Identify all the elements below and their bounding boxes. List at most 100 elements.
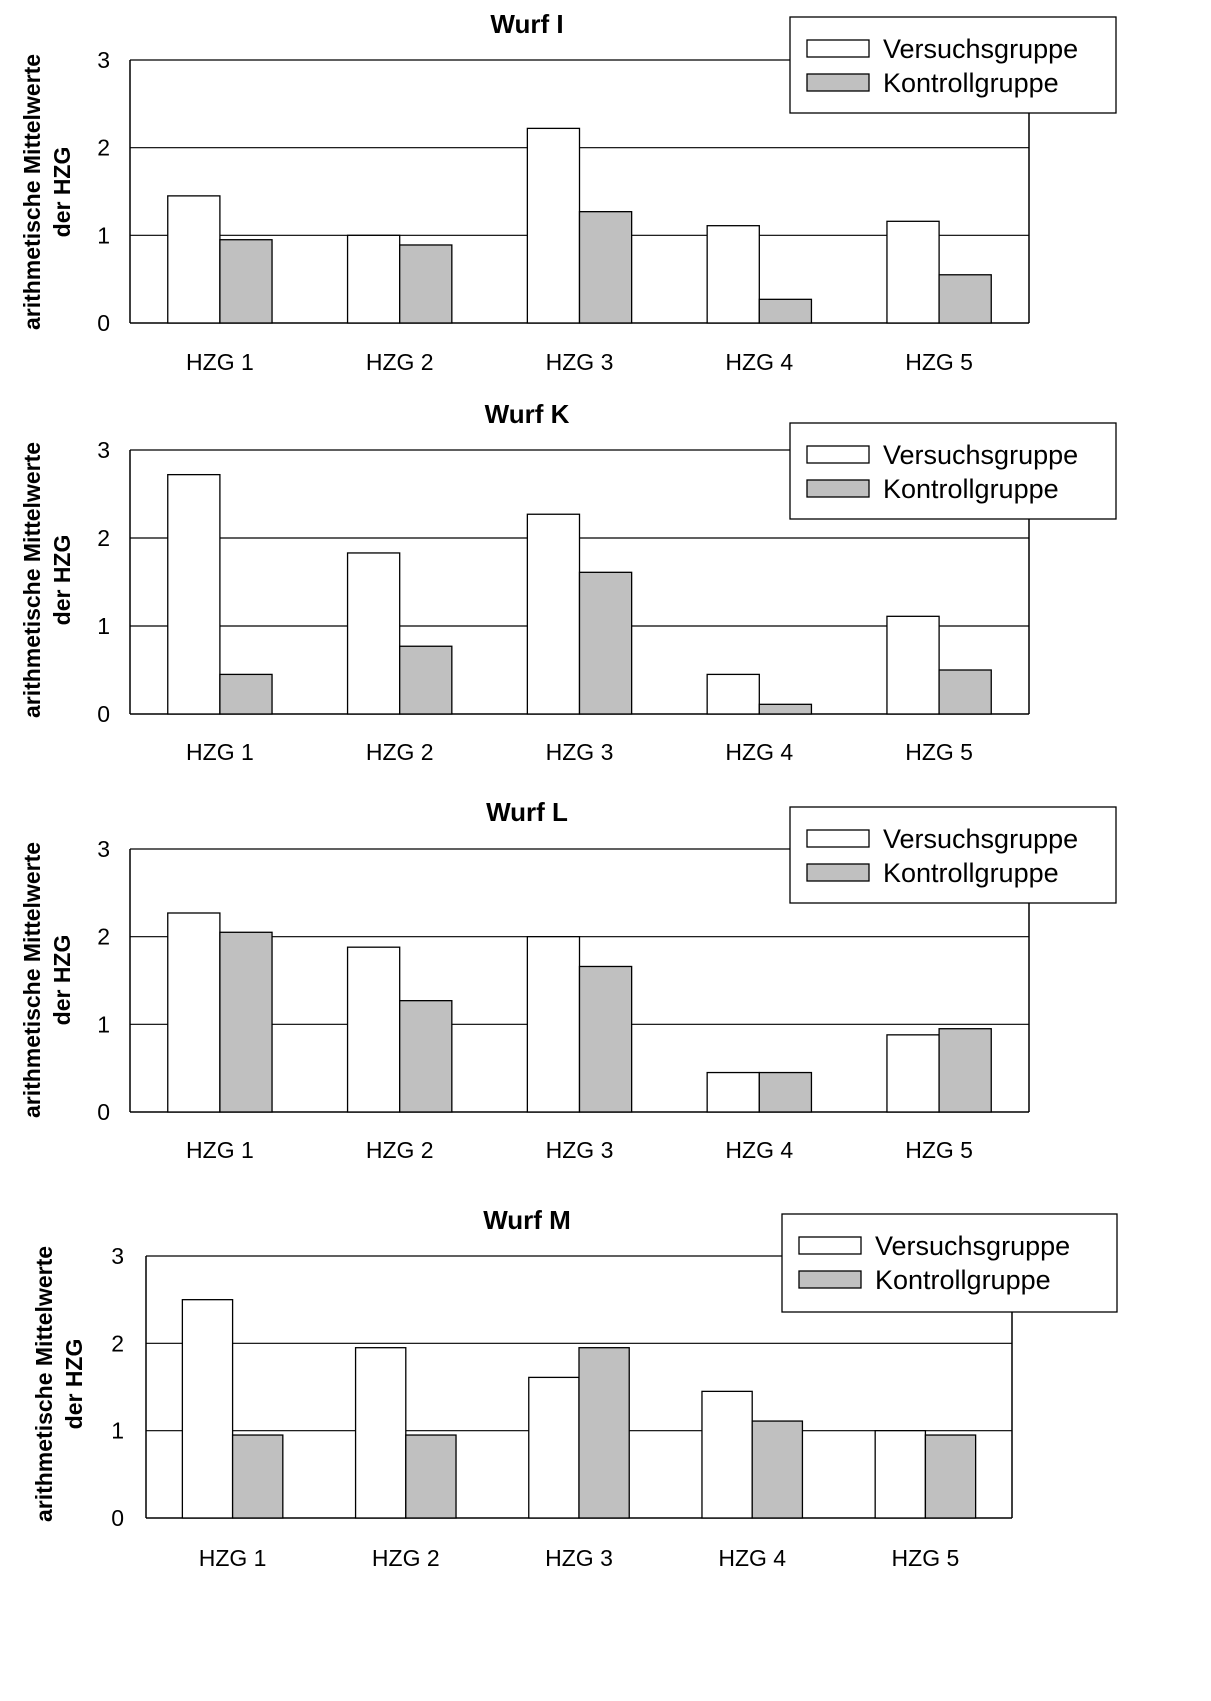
y-tick-label: 1 [97,1011,110,1037]
legend-label-kontrollgruppe: Kontrollgruppe [875,1265,1051,1295]
bar-kontrollgruppe-hzg3 [578,571,633,715]
y-axis-label-line: arithmetische Mittelwerte [19,842,45,1118]
legend-swatch-versuchsgruppe [806,445,870,464]
legend-box [789,806,1117,904]
y-tick-label: 0 [111,1505,124,1531]
legend-label-versuchsgruppe: Versuchsgruppe [883,824,1078,854]
legend-box [789,16,1117,114]
chart-title: Wurf L [486,797,568,827]
y-axis-label-line: der HZG [61,1339,87,1430]
x-tick-label: HZG 5 [905,739,973,765]
legend-swatch-versuchsgruppe [806,39,870,58]
bar-kontrollgruppe-hzg1 [219,239,273,324]
bar-kontrollgruppe-hzg2 [405,1434,457,1519]
y-axis-label-line: der HZG [49,535,75,626]
x-tick-label: HZG 5 [892,1545,960,1571]
bar-kontrollgruppe-hzg3 [578,965,633,1113]
bar-versuchsgruppe-hzg3 [528,1376,580,1519]
chart-panel-4: Wurf M arithmetische Mittelwerte der HZG 0 1… [31,1205,1118,1571]
x-tick-label: HZG 1 [186,739,254,765]
legend: Versuchsgruppe Kontrollgruppe [781,1213,1118,1313]
bar-versuchsgruppe-hzg3 [526,936,581,1113]
y-axis-label-line: arithmetische Mittelwerte [19,54,45,330]
bar-versuchsgruppe-hzg3 [526,513,581,715]
legend-swatch-kontrollgruppe [798,1270,862,1289]
bar-versuchsgruppe-hzg5 [874,1430,927,1519]
x-tick-label: HZG 2 [366,349,434,375]
y-axis-label: arithmetische Mittelwerte der HZG [19,54,75,330]
x-tick-label: HZG 1 [186,349,254,375]
legend: Versuchsgruppe Kontrollgruppe [789,806,1117,904]
bar-versuchsgruppe-hzg2 [346,946,401,1113]
y-tick-label: 3 [97,836,110,862]
x-tick-label: HZG 4 [718,1545,786,1571]
x-tick-label: HZG 3 [546,1137,614,1163]
chart-title: Wurf K [485,399,570,429]
chart-title: Wurf I [490,9,563,39]
x-tick-label: HZG 2 [366,739,434,765]
bar-kontrollgruppe-hzg4 [758,703,813,715]
y-axis-label-line: der HZG [49,147,75,238]
legend-swatch-versuchsgruppe [798,1236,862,1255]
x-tick-label: HZG 3 [545,1545,613,1571]
x-tick-label: HZG 5 [905,1137,973,1163]
legend-box [781,1213,1118,1313]
bar-kontrollgruppe-hzg3 [578,1347,630,1519]
bar-kontrollgruppe-hzg5 [924,1434,977,1519]
legend-label-versuchsgruppe: Versuchsgruppe [883,34,1078,64]
x-tick-label: HZG 5 [905,349,973,375]
bar-versuchsgruppe-hzg2 [354,1347,407,1519]
y-tick-label: 0 [97,310,110,336]
y-axis-label-line: der HZG [49,935,75,1026]
bar-kontrollgruppe-hzg2 [399,244,453,324]
bar-versuchsgruppe-hzg1 [167,912,221,1113]
legend-label-versuchsgruppe: Versuchsgruppe [883,440,1078,470]
legend-swatch-kontrollgruppe [806,73,870,92]
legend-swatch-versuchsgruppe [806,829,870,848]
x-tick-label: HZG 4 [725,739,793,765]
bar-kontrollgruppe-hzg4 [751,1420,804,1519]
chart-panel-3: Wurf L arithmetische Mittelwerte der HZG 0 1… [19,797,1117,1163]
x-tick-label: HZG 3 [546,739,614,765]
y-tick-label: 2 [97,135,110,161]
bar-versuchsgruppe-hzg4 [706,225,760,324]
bar-kontrollgruppe-hzg1 [231,1434,284,1519]
y-axis-label-line: arithmetische Mittelwerte [31,1246,57,1522]
y-tick-label: 0 [97,1099,110,1125]
bar-kontrollgruppe-hzg5 [938,669,992,715]
legend-label-kontrollgruppe: Kontrollgruppe [883,858,1059,888]
bar-versuchsgruppe-hzg1 [181,1299,234,1519]
x-tick-label: HZG 3 [546,349,614,375]
y-tick-label: 1 [111,1418,124,1444]
x-tick-label: HZG 4 [725,349,793,375]
bar-kontrollgruppe-hzg5 [938,1028,992,1113]
bar-versuchsgruppe-hzg3 [526,127,581,324]
bar-kontrollgruppe-hzg5 [938,274,992,324]
bar-versuchsgruppe-hzg5 [886,220,940,324]
y-tick-label: 3 [97,437,110,463]
bar-versuchsgruppe-hzg5 [886,1034,940,1113]
y-tick-label: 2 [97,924,110,950]
y-tick-label: 1 [97,613,110,639]
bar-versuchsgruppe-hzg2 [346,234,401,324]
legend-swatch-kontrollgruppe [806,479,870,498]
bar-kontrollgruppe-hzg4 [758,1071,813,1113]
bar-kontrollgruppe-hzg2 [399,645,453,715]
bar-versuchsgruppe-hzg4 [706,673,760,715]
bar-versuchsgruppe-hzg5 [886,615,940,715]
bar-versuchsgruppe-hzg4 [701,1390,753,1519]
legend-label-versuchsgruppe: Versuchsgruppe [875,1231,1070,1261]
chart-title: Wurf M [483,1205,571,1235]
chart-panel-1: Wurf I arithmetische Mittelwerte der HZG 0 1… [19,9,1117,375]
bar-kontrollgruppe-hzg2 [399,1000,453,1113]
y-axis-label: arithmetische Mittelwerte der HZG [19,842,75,1118]
x-tick-label: HZG 2 [366,1137,434,1163]
y-axis-label: arithmetische Mittelwerte der HZG [19,442,75,718]
bar-kontrollgruppe-hzg1 [219,931,273,1113]
legend-label-kontrollgruppe: Kontrollgruppe [883,474,1059,504]
x-tick-label: HZG 1 [186,1137,254,1163]
y-tick-label: 1 [97,222,110,248]
bar-versuchsgruppe-hzg1 [167,195,221,324]
y-axis-label: arithmetische Mittelwerte der HZG [31,1246,87,1522]
